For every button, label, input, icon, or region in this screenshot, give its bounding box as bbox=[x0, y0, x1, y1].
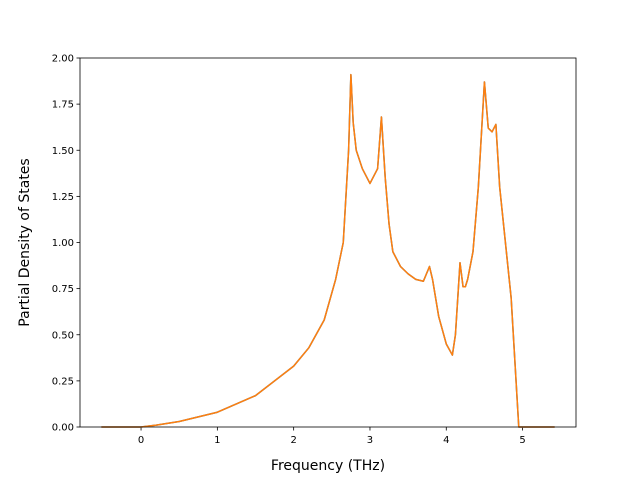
series-line-2 bbox=[101, 73, 555, 428]
series-layer bbox=[101, 73, 555, 428]
y-tick-label: 2.00 bbox=[52, 54, 74, 65]
x-axis-label: Frequency (THz) bbox=[271, 458, 385, 474]
y-tick-label: 1.50 bbox=[52, 146, 74, 157]
y-tick-label: 0.75 bbox=[52, 284, 74, 295]
y-axis-label: Partial Density of States bbox=[17, 158, 33, 326]
x-tick-label: 2 bbox=[290, 435, 296, 446]
y-tick-label: 1.25 bbox=[52, 192, 74, 203]
y-tick-label: 0.00 bbox=[52, 423, 74, 434]
y-tick-label: 1.00 bbox=[52, 238, 74, 249]
x-tick-label: 3 bbox=[367, 435, 373, 446]
y-tick-label: 0.25 bbox=[52, 376, 74, 387]
plot-frame bbox=[79, 57, 577, 428]
x-tick-label: 0 bbox=[138, 435, 144, 446]
x-axis-ticks: 0 1 2 3 4 5 bbox=[138, 427, 526, 446]
y-axis-ticks: 0.00 0.25 0.50 0.75 1.00 1.25 1.50 1.75 2.00 bbox=[52, 54, 80, 434]
x-tick-label: 1 bbox=[214, 435, 220, 446]
y-tick-label: 0.50 bbox=[52, 330, 74, 341]
x-tick-label: 5 bbox=[519, 435, 525, 446]
y-tick-label: 1.75 bbox=[52, 100, 74, 111]
x-tick-label: 4 bbox=[443, 435, 449, 446]
series-line-1 bbox=[101, 73, 555, 428]
